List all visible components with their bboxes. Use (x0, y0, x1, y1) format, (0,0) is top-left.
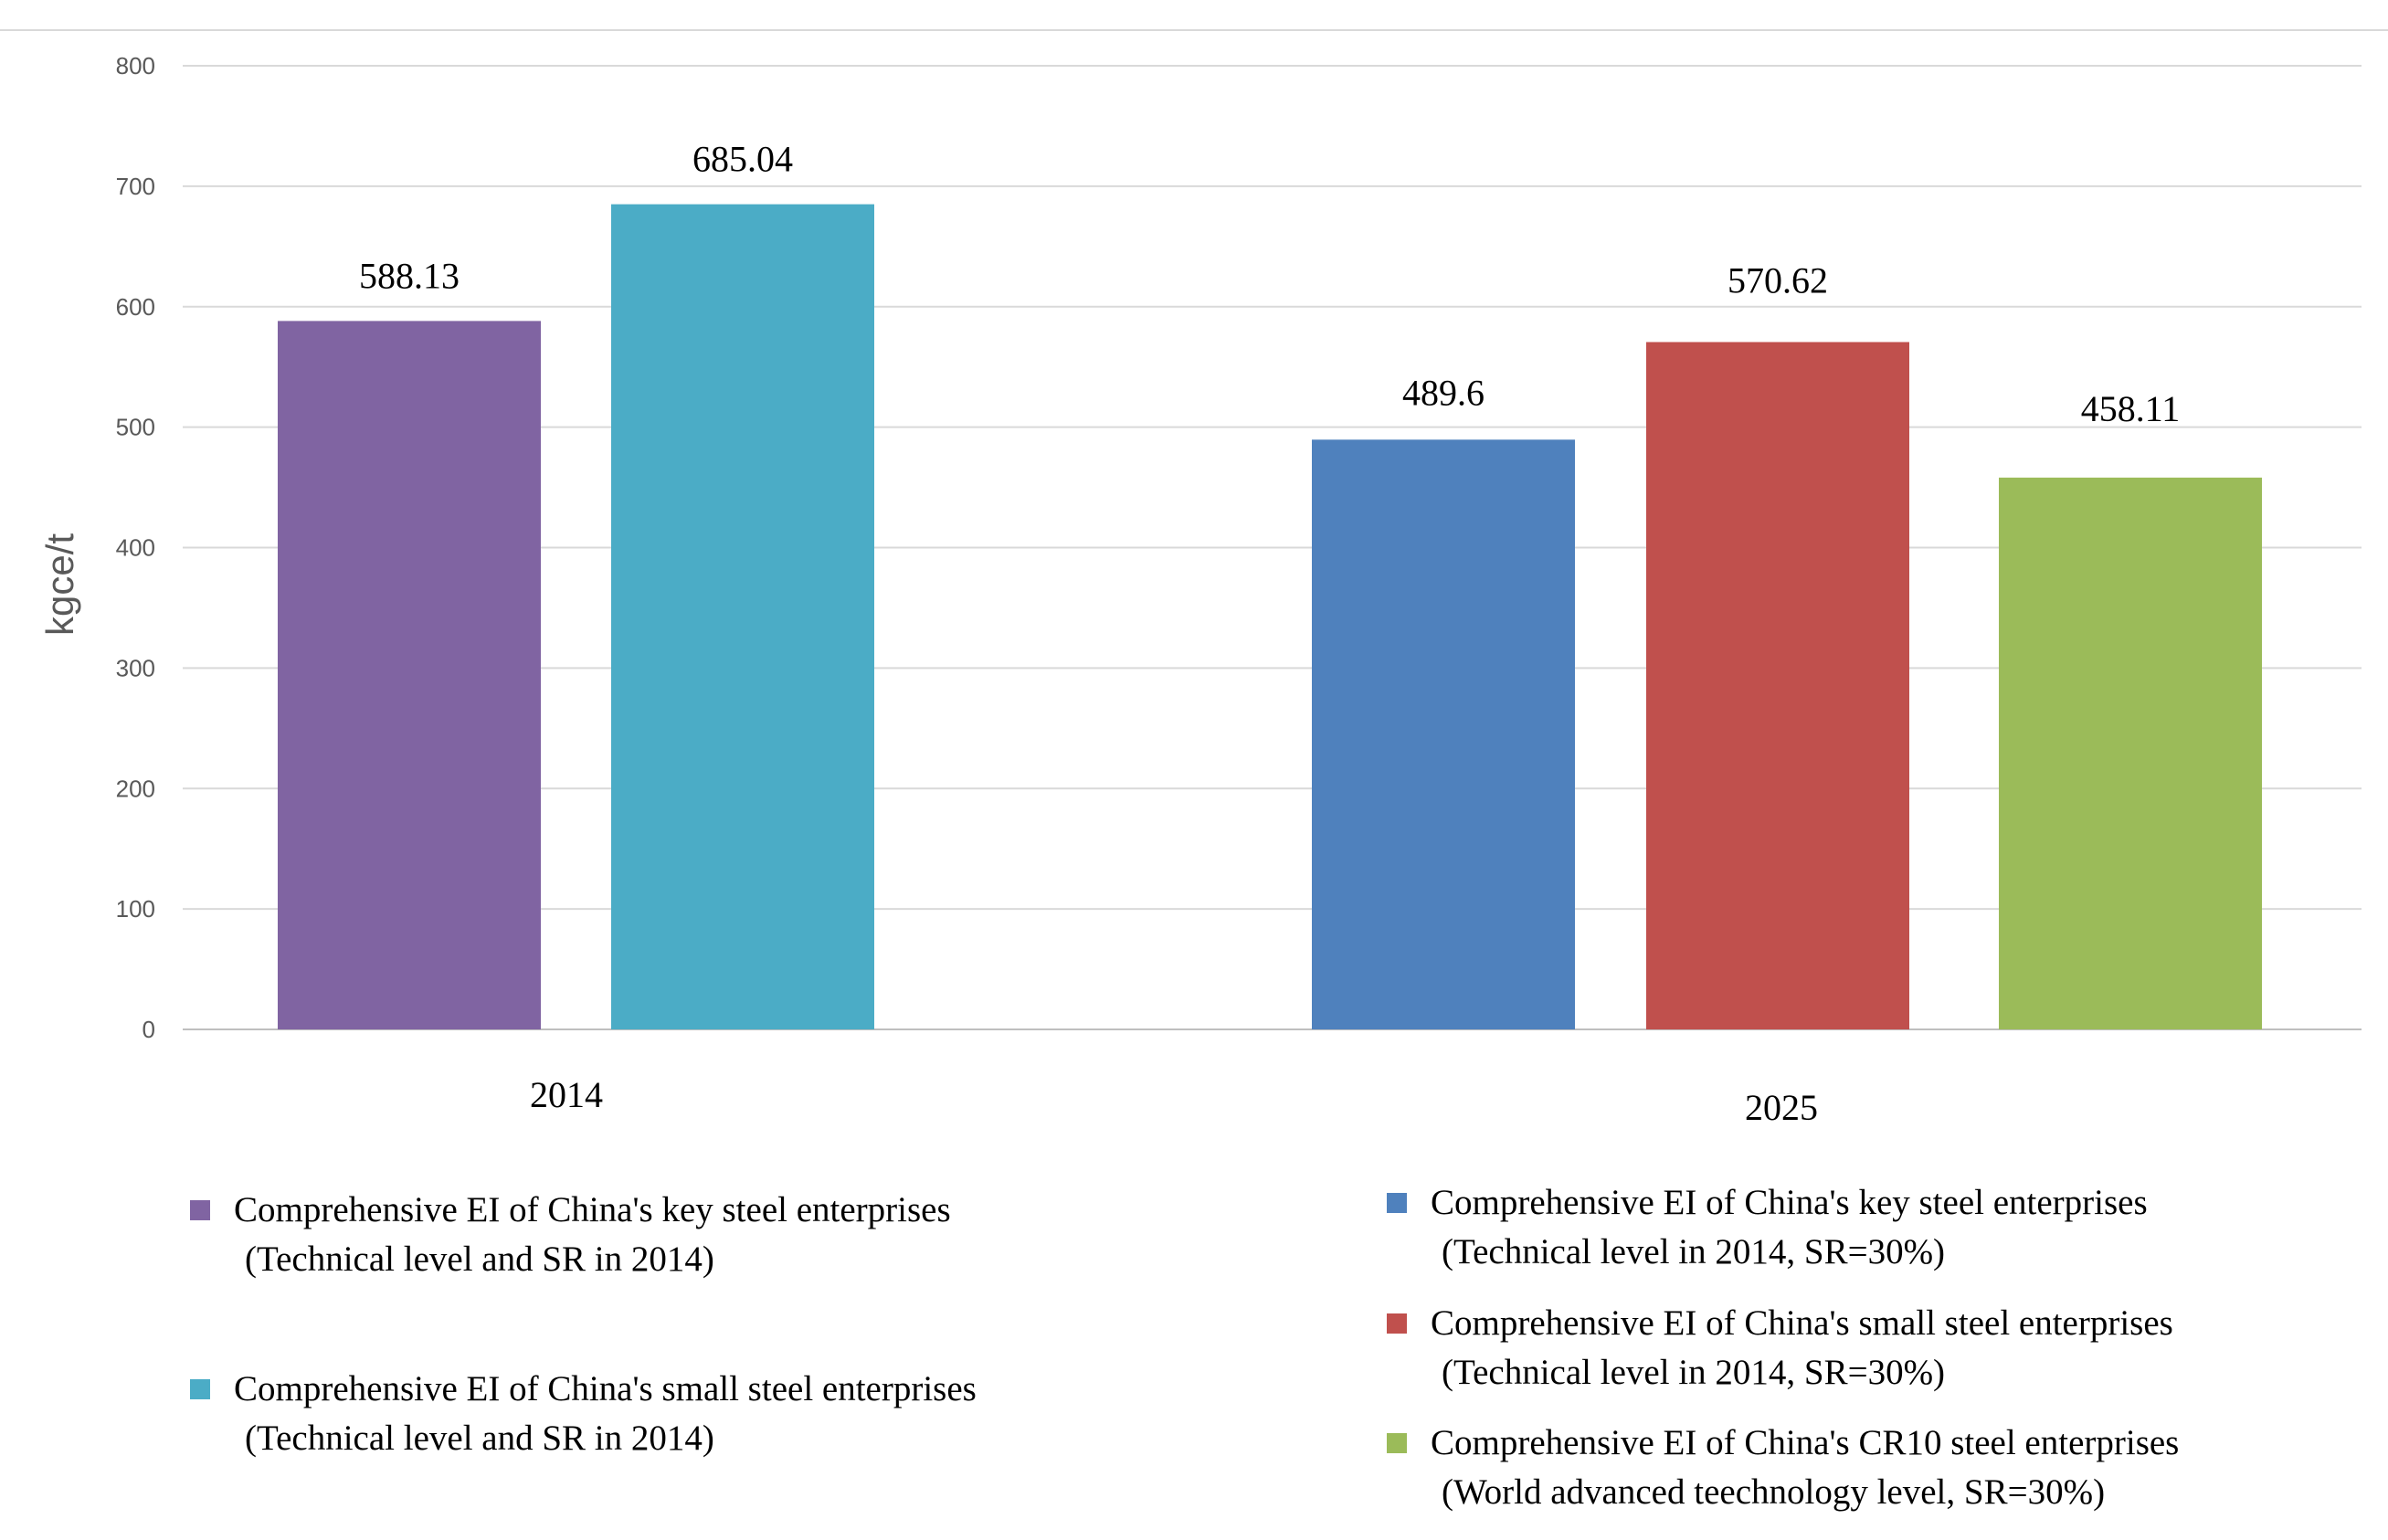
category-label-2014: 2014 (530, 1074, 603, 1115)
data-labels: 588.13 685.04 489.6 570.62 458.11 (359, 139, 2180, 429)
y-tick-label: 300 (116, 654, 155, 681)
bar-key_2025 (1312, 439, 1575, 1030)
data-label-small_2025: 570.62 (1728, 259, 1828, 301)
y-tick-label: 0 (143, 1016, 155, 1043)
bars (278, 204, 2262, 1030)
legend-label-line2: (Technical level and SR in 2014) (245, 1419, 714, 1458)
legend-swatch (1387, 1193, 1407, 1213)
legend-item-small_2025: Comprehensive EI of China's small steel … (1387, 1299, 2173, 1398)
legend-swatch (190, 1200, 210, 1220)
legend-label-line2: (World advanced teechnology level, SR=30… (1442, 1472, 2106, 1512)
y-tick-label: 400 (116, 534, 155, 562)
bar-cr10_2025 (1999, 477, 2262, 1029)
category-labels: 2014 2025 (530, 1074, 1818, 1128)
legend-label-line2: (Technical level in 2014, SR=30%) (1442, 1232, 1946, 1271)
data-label-small_2014: 685.04 (692, 139, 793, 180)
legend-label-line2: (Technical level and SR in 2014) (245, 1239, 714, 1279)
legend-item-cr10_2025: Comprehensive EI of China's CR10 steel e… (1387, 1419, 2179, 1517)
data-label-key_2014: 588.13 (359, 255, 460, 296)
legend-label-line1: Comprehensive EI of China's small steel … (1431, 1303, 2173, 1343)
legend-swatch (190, 1379, 210, 1399)
y-tick-label: 600 (116, 293, 155, 321)
legend-label-line2: (Technical level in 2014, SR=30%) (1442, 1353, 1946, 1392)
y-tick-label: 700 (116, 173, 155, 200)
legend-label-line1: Comprehensive EI of China's small steel … (234, 1369, 977, 1408)
legend-swatch (1387, 1313, 1407, 1334)
legend-item-key_2014: Comprehensive EI of China's key steel en… (190, 1186, 951, 1284)
y-tick-label: 500 (116, 414, 155, 441)
data-label-cr10_2025: 458.11 (2081, 388, 2181, 429)
bar-small_2025 (1646, 342, 1909, 1029)
gridlines (183, 65, 2362, 1030)
legend-item-small_2014: Comprehensive EI of China's small steel … (190, 1365, 977, 1463)
legend-item-key_2025: Comprehensive EI of China's key steel en… (1387, 1178, 2148, 1277)
y-axis-label: kgce/t (38, 533, 81, 636)
data-label-key_2025: 489.6 (1402, 372, 1485, 413)
legend-label-line1: Comprehensive EI of China's CR10 steel e… (1431, 1423, 2180, 1462)
y-tick-label: 100 (116, 895, 155, 923)
legend-swatch (1387, 1433, 1407, 1453)
category-label-2025: 2025 (1745, 1087, 1818, 1128)
legend-label-line1: Comprehensive EI of China's key steel en… (234, 1190, 951, 1229)
bar-small_2014 (611, 204, 874, 1029)
bar-key_2014 (278, 321, 541, 1029)
y-tick-label: 200 (116, 775, 155, 802)
legend-label-line1: Comprehensive EI of China's key steel en… (1431, 1183, 2148, 1222)
y-axis-ticks: 0 100 200 300 400 500 600 700 800 (116, 52, 155, 1043)
y-tick-label: 800 (116, 52, 155, 79)
